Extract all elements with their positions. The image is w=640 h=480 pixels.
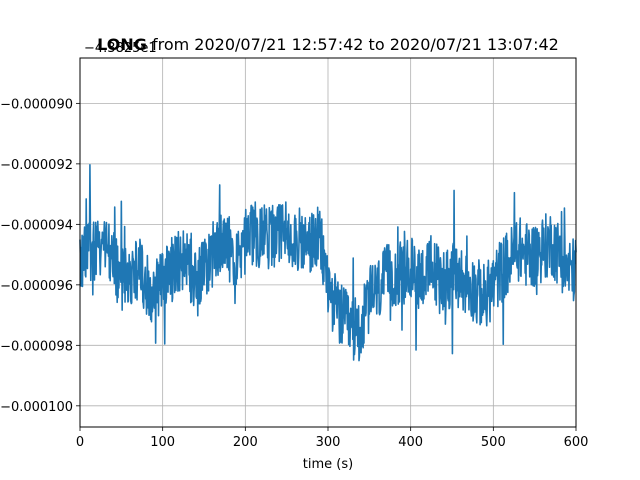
x-tick-label: 400 xyxy=(398,435,423,450)
series-line-layer xyxy=(79,163,577,362)
x-tick-label: 300 xyxy=(316,435,341,450)
y-tick-label: −0.000096 xyxy=(0,279,73,294)
y-tick-label: −0.000100 xyxy=(0,400,73,415)
chart-title: LONG from 2020/07/21 12:57:42 to 2020/07… xyxy=(97,35,559,54)
x-tick-label: 500 xyxy=(481,435,506,450)
series-line xyxy=(79,163,577,362)
x-tick-label: 100 xyxy=(150,435,175,450)
y-tick-label: −0.000092 xyxy=(0,158,73,173)
y-tick-label: −0.000090 xyxy=(0,97,73,112)
chart-title-bold: LONG xyxy=(97,35,147,54)
chart-title-rest: from 2020/07/21 12:57:42 to 2020/07/21 1… xyxy=(147,35,559,54)
y-offset-label: −4.3825e1 xyxy=(84,41,157,56)
x-axis-label: time (s) xyxy=(303,457,353,472)
x-tick-label: 600 xyxy=(564,435,589,450)
x-tick-label: 0 xyxy=(76,435,84,450)
x-tick-label: 200 xyxy=(233,435,258,450)
x-axis-ticks: 0 100 200 300 400 500 600 xyxy=(76,427,589,450)
y-tick-label: −0.000098 xyxy=(0,339,73,354)
y-axis-ticks: −0.000090 −0.000092 −0.000094 −0.000096 −0.0… xyxy=(0,97,80,415)
y-tick-label: −0.000094 xyxy=(0,218,73,233)
